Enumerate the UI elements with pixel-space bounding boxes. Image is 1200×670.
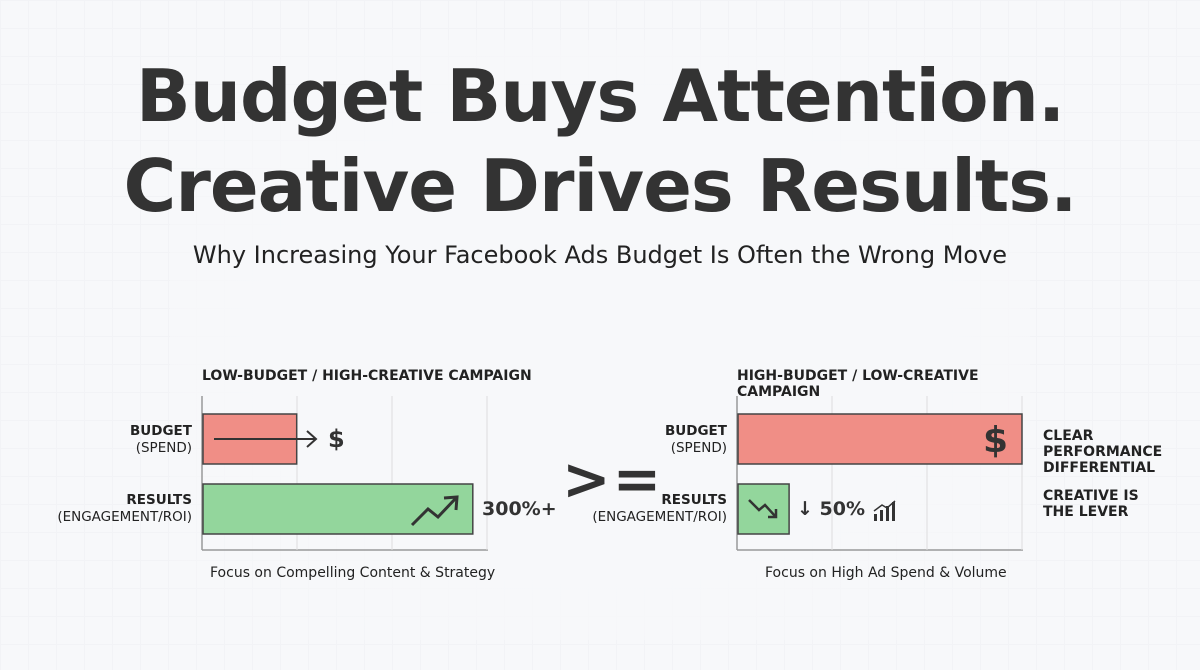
bar-signal-icon [873, 500, 896, 521]
results-value-label: 300%+ [482, 498, 557, 520]
bar-budget [737, 413, 1023, 465]
chart-title: LOW-BUDGET / HIGH-CREATIVE CAMPAIGN [202, 368, 532, 384]
background-fade [170, 40, 1030, 640]
bar-results [202, 483, 474, 535]
long-right-arrow-icon [214, 430, 318, 448]
chart-caption: Focus on High Ad Spend & Volume [765, 565, 1007, 581]
headline-line-1: Budget Buys Attention. [135, 54, 1065, 138]
budget-label-main: BUDGET [130, 423, 192, 439]
chart-plot-area: $ [201, 396, 488, 551]
side-note-lever: CREATIVE IS THE LEVER [1043, 488, 1139, 520]
bar-results [737, 483, 790, 535]
chart-title: HIGH-BUDGET / LOW-CREATIVE CAMPAIGN [737, 368, 979, 400]
trend-down-icon [748, 499, 778, 519]
budget-label-sub: (SPEND) [670, 440, 727, 456]
results-label-main: RESULTS [661, 492, 727, 508]
results-row-label: RESULTS (ENGAGEMENT/ROI) [40, 492, 192, 526]
subtitle: Why Increasing Your Facebook Ads Budget … [192, 241, 1008, 269]
trend-up-icon [410, 495, 459, 527]
budget-row-label: BUDGET (SPEND) [40, 423, 192, 457]
chart-caption: Focus on Compelling Content & Strategy [210, 565, 496, 581]
side-note-differential: CLEAR PERFORMANCE DIFFERENTIAL [1043, 428, 1163, 476]
results-value-label: ↓ 50% [797, 498, 866, 520]
chart-plot-area: $ [736, 396, 1023, 551]
results-label-sub: (ENGAGEMENT/ROI) [592, 509, 727, 525]
budget-label-sub: (SPEND) [135, 440, 192, 456]
headline-line-2: Creative Drives Results. [123, 144, 1077, 228]
dollar-icon: $ [983, 420, 1008, 461]
results-row-label: RESULTS (ENGAGEMENT/ROI) [575, 492, 727, 526]
comparator-symbol: >= [562, 445, 664, 513]
budget-label-main: BUDGET [665, 423, 727, 439]
dollar-icon: $ [328, 425, 345, 453]
results-label-sub: (ENGAGEMENT/ROI) [57, 509, 192, 525]
budget-row-label: BUDGET (SPEND) [575, 423, 727, 457]
results-label-main: RESULTS [126, 492, 192, 508]
